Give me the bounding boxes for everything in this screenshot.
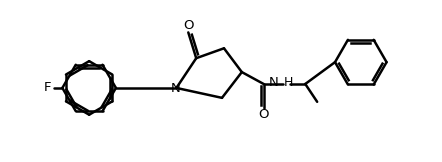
Text: N: N xyxy=(269,76,278,89)
Text: F: F xyxy=(44,81,51,94)
Text: O: O xyxy=(183,19,194,32)
Text: H: H xyxy=(283,76,293,89)
Text: O: O xyxy=(259,108,269,121)
Text: N: N xyxy=(171,82,180,95)
